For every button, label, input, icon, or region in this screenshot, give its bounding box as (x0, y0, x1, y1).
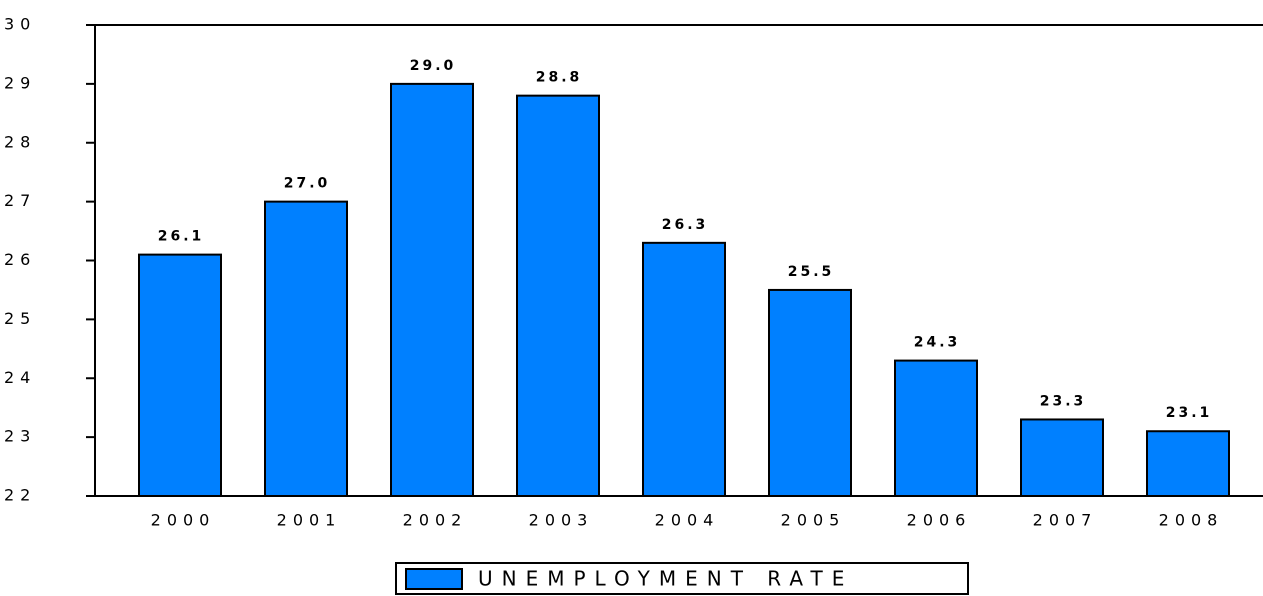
value-label: 29.0 (410, 58, 457, 74)
y-tick-label: 22 (4, 486, 36, 505)
bar (138, 253, 222, 497)
x-tick-label: 2000 (151, 511, 216, 530)
y-tick-label: 23 (4, 427, 36, 446)
y-tick-label: 27 (4, 191, 36, 210)
bar (894, 359, 978, 497)
bar (264, 200, 348, 497)
y-tick-label: 29 (4, 73, 36, 92)
x-tick-label: 2002 (403, 511, 468, 530)
value-label: 24.3 (914, 335, 961, 351)
x-tick-label: 2006 (907, 511, 972, 530)
y-tick-label: 24 (4, 368, 36, 387)
x-tick-label: 2004 (655, 511, 720, 530)
bar (1020, 418, 1104, 497)
y-tick-label: 26 (4, 250, 36, 269)
x-tick-label: 2007 (1033, 511, 1098, 530)
x-tick-label: 2003 (529, 511, 594, 530)
y-tick-label: 30 (4, 15, 36, 34)
value-label: 25.5 (788, 264, 835, 280)
bar (642, 241, 726, 497)
legend-label: UNEMPLOYMENT RATE (478, 567, 853, 591)
y-tick-label: 25 (4, 309, 36, 328)
value-label: 27.0 (284, 176, 331, 192)
x-tick-label: 2001 (277, 511, 342, 530)
value-label: 26.3 (662, 217, 709, 233)
bar (390, 82, 474, 497)
y-tick-label: 28 (4, 132, 36, 151)
bar (768, 288, 852, 497)
x-tick-label: 2005 (781, 511, 846, 530)
x-tick-label: 2008 (1159, 511, 1224, 530)
bar (1146, 430, 1230, 497)
value-label: 28.8 (536, 70, 583, 86)
value-label: 23.3 (1040, 393, 1087, 409)
legend-swatch (405, 568, 463, 590)
bar (516, 94, 600, 498)
legend-box (395, 562, 969, 595)
value-label: 23.1 (1166, 405, 1213, 421)
value-label: 26.1 (158, 229, 205, 245)
